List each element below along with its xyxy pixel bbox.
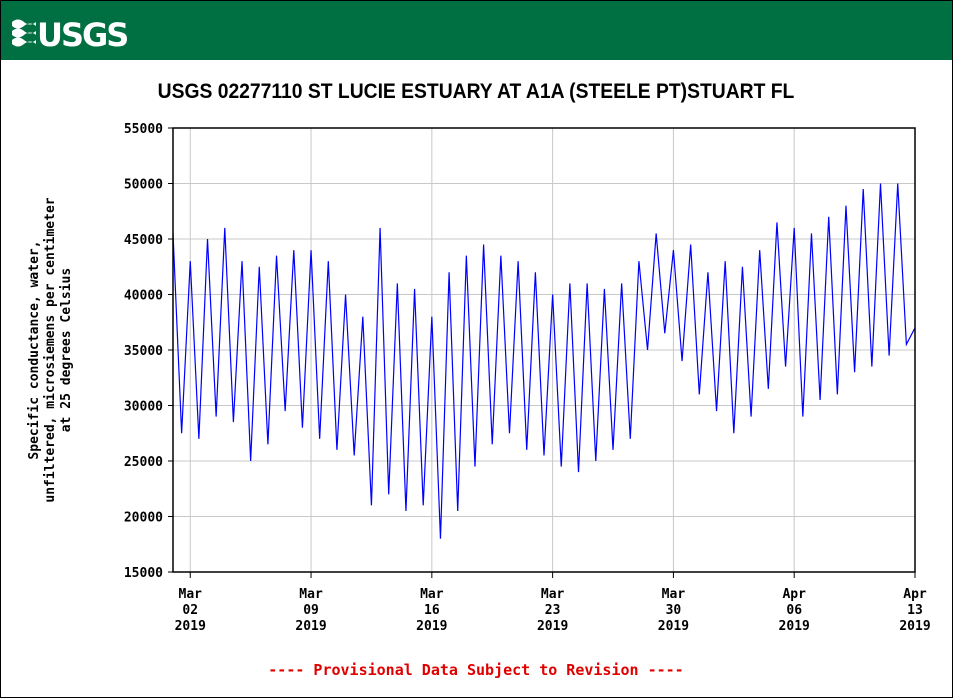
x-tick-label: Mar 23 2019 (537, 587, 568, 634)
y-tick-label: 45000 (124, 233, 163, 248)
plot-border (172, 127, 916, 573)
y-axis-label: Specific conductance, water, (27, 240, 42, 459)
y-tick-label: 25000 (124, 455, 163, 470)
logo-waves (12, 19, 36, 47)
header-bar (1, 1, 952, 60)
y-tick-label: 35000 (124, 344, 163, 359)
y-tick-label: 50000 (124, 178, 163, 193)
y-tick-label: 55000 (124, 122, 163, 137)
x-tick-label: Apr 06 2019 (779, 587, 810, 634)
x-tick-label: Mar 09 2019 (295, 587, 326, 634)
chart-title: USGS 02277110 ST LUCIE ESTUARY AT A1A (S… (158, 80, 795, 103)
y-tick-label: 20000 (124, 511, 163, 526)
x-tick-label: Mar 30 2019 (658, 587, 689, 634)
x-tick-label: Apr 13 2019 (899, 587, 930, 634)
data-line (172, 183, 916, 539)
y-tick-label: 30000 (124, 400, 163, 415)
x-tick-label: Mar 02 2019 (175, 587, 206, 634)
y-tick-label: 15000 (124, 566, 163, 581)
y-axis-label: unfiltered, microsiemens per centimeter (43, 197, 58, 502)
x-tick-label: Mar 16 2019 (416, 587, 447, 634)
footnote: ---- Provisional Data Subject to Revisio… (268, 661, 683, 679)
logo-text: USGS (37, 16, 127, 54)
y-axis-label: at 25 degrees Celsius (59, 268, 74, 432)
y-tick-label: 40000 (124, 289, 163, 304)
